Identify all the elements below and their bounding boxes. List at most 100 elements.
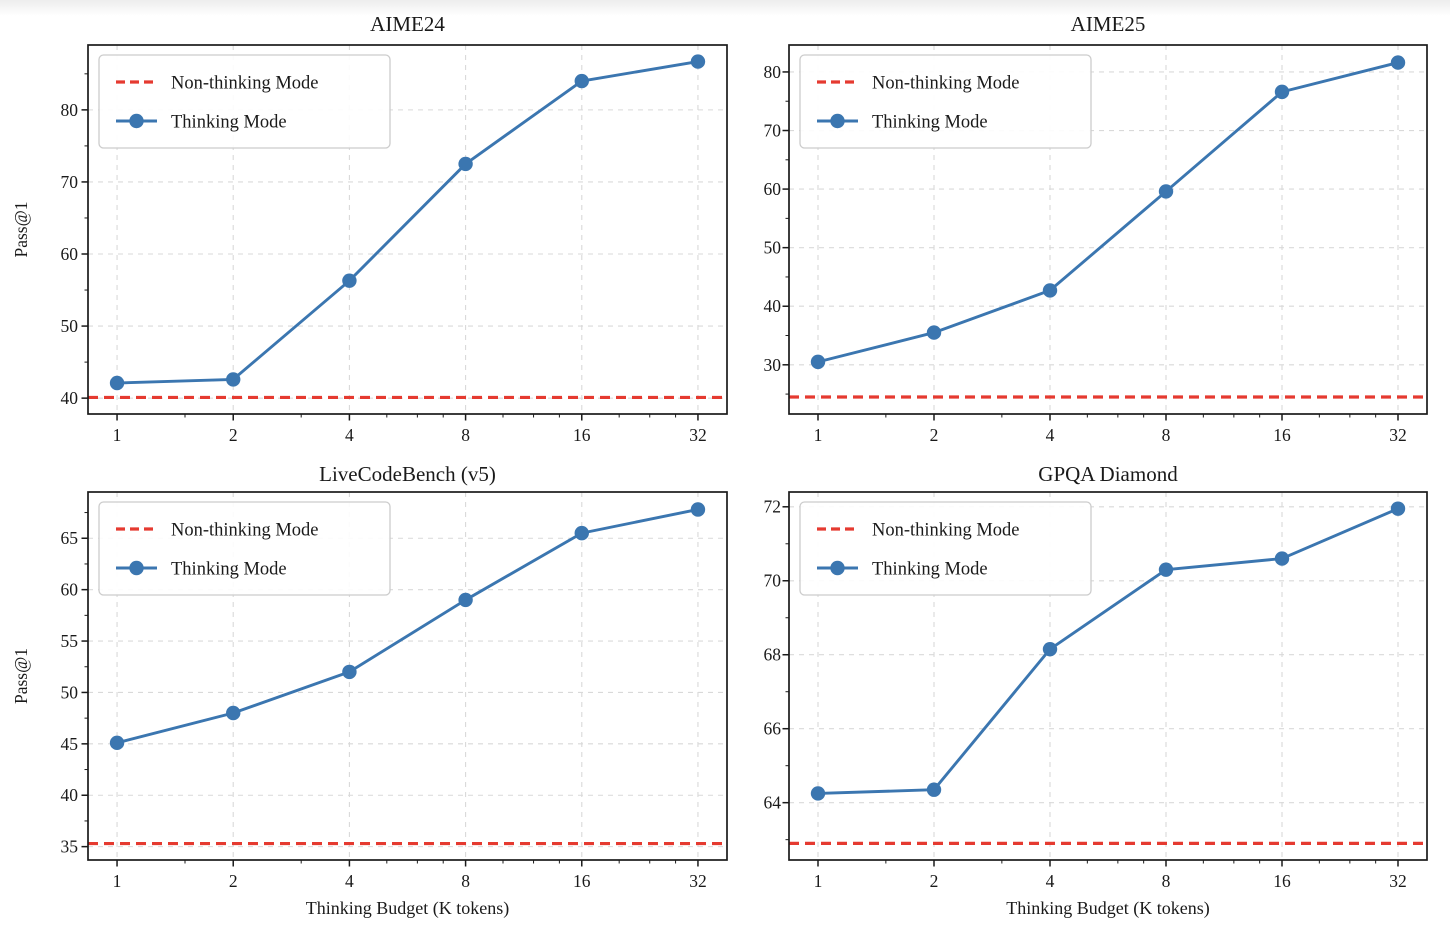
data-point-marker	[1390, 501, 1406, 516]
data-point-marker	[342, 664, 357, 680]
data-point-marker	[926, 325, 942, 340]
thinking-line	[817, 507, 1399, 795]
x-axis-tick-label: 8	[461, 425, 470, 445]
y-axis-tick-label: 55	[61, 631, 79, 651]
x-axis-tick-label: 1	[113, 871, 122, 891]
y-axis-tick-label: 60	[61, 244, 79, 264]
legend-marker-icon	[129, 560, 144, 576]
legend-box	[799, 501, 1092, 596]
y-axis-tick-label: 70	[61, 172, 79, 192]
y-axis-tick-label: 65	[61, 528, 79, 548]
legend-box	[98, 501, 391, 596]
x-axis-tick-label: 4	[1046, 425, 1055, 445]
data-point-marker	[1042, 283, 1058, 298]
x-axis-tick-label: 4	[345, 871, 354, 891]
x-axis-tick-label: 2	[930, 871, 939, 891]
y-axis-tick-label: 50	[764, 238, 782, 258]
x-axis-tick-label: 8	[1162, 871, 1171, 891]
data-point-marker	[1042, 641, 1058, 657]
y-axis-tick-label: 60	[764, 179, 782, 199]
data-point-marker	[342, 273, 357, 288]
data-point-marker	[574, 73, 589, 89]
data-point-marker	[226, 372, 241, 387]
chart-aime24: 1 2 4 8 16 32 40 50 60 70 80 AIME24 Pass@1 Non-thinki…	[11, 12, 728, 445]
data-point-marker	[690, 502, 706, 517]
legend-label-thinking: Thinking Mode	[171, 559, 287, 579]
data-point-marker	[810, 786, 826, 801]
x-axis-tick-label: 4	[345, 425, 354, 445]
legend-label-thinking: Thinking Mode	[872, 112, 988, 132]
legend-label-non-thinking: Non-thinking Mode	[872, 520, 1019, 540]
y-axis-tick-label: 72	[764, 497, 782, 517]
data-point-marker	[226, 705, 241, 721]
data-point-marker	[109, 735, 125, 751]
plot-border	[87, 491, 728, 861]
chart-title: LiveCodeBench (v5)	[319, 462, 496, 486]
x-axis-tick-label: 1	[814, 425, 823, 445]
y-axis-tick-label: 64	[764, 793, 782, 813]
x-axis-tick-label: 32	[689, 425, 707, 445]
data-point-marker	[690, 54, 706, 69]
x-axis-tick-label: 8	[461, 871, 470, 891]
data-point-marker	[1158, 184, 1174, 199]
chart-gpqa-diamond: 1 2 4 8 16 32 64 66 68 70 72 GPQA Diamond Thinking B…	[764, 462, 1428, 919]
x-axis-label: Thinking Budget (K tokens)	[1006, 898, 1209, 919]
legend-marker-icon	[830, 113, 845, 129]
data-point-marker	[1274, 551, 1290, 566]
x-axis-tick-label: 16	[573, 425, 591, 445]
legend-label-non-thinking: Non-thinking Mode	[171, 520, 318, 540]
data-point-marker	[1274, 84, 1290, 100]
plot-border	[788, 491, 1428, 861]
x-axis-tick-label: 2	[229, 871, 238, 891]
thinking-line	[817, 61, 1399, 364]
y-axis-tick-label: 80	[764, 62, 782, 82]
x-axis-tick-label: 2	[229, 425, 238, 445]
chart-livecodebench-v5: 1 2 4 8 16 32 35 40 45 50 55 60 65 LiveCodeBench (v5)…	[11, 462, 728, 919]
x-axis-tick-label: 32	[689, 871, 707, 891]
y-axis-tick-label: 30	[764, 355, 782, 375]
data-point-marker	[458, 156, 473, 172]
y-axis-label: Pass@1	[11, 648, 31, 704]
y-axis-tick-label: 66	[764, 719, 782, 739]
data-point-marker	[109, 375, 125, 391]
plot-border	[87, 44, 728, 415]
thinking-line	[117, 60, 699, 385]
legend-marker-icon	[129, 113, 144, 129]
chart-title: AIME24	[370, 12, 445, 36]
chart-title: AIME25	[1071, 12, 1146, 36]
y-axis-tick-label: 80	[61, 100, 79, 120]
legend-label-thinking: Thinking Mode	[872, 559, 988, 579]
data-point-marker	[810, 354, 826, 370]
x-axis-tick-label: 1	[113, 425, 122, 445]
x-axis-tick-label: 32	[1389, 871, 1407, 891]
data-point-marker	[1158, 562, 1174, 577]
y-axis-tick-label: 50	[61, 682, 79, 702]
x-axis-tick-label: 32	[1389, 425, 1407, 445]
legend-label-thinking: Thinking Mode	[171, 112, 287, 132]
x-axis-tick-label: 2	[930, 425, 939, 445]
legend-box	[799, 54, 1092, 149]
data-point-marker	[926, 782, 942, 797]
y-axis-tick-label: 35	[61, 837, 79, 857]
y-axis-tick-label: 68	[764, 645, 782, 665]
y-axis-tick-label: 50	[61, 316, 79, 336]
legend-marker-icon	[830, 560, 845, 576]
x-axis-tick-label: 4	[1046, 871, 1055, 891]
legend-box	[98, 54, 391, 149]
y-axis-tick-label: 60	[61, 580, 79, 600]
data-point-marker	[574, 525, 589, 541]
x-axis-label: Thinking Budget (K tokens)	[306, 898, 509, 919]
y-axis-tick-label: 40	[61, 785, 79, 805]
chart-aime25: 1 2 4 8 16 32 30 40 50 60 70 80 AIME25 Non-thinking M…	[764, 12, 1428, 445]
y-axis-tick-label: 45	[61, 734, 79, 754]
x-axis-tick-label: 1	[814, 871, 823, 891]
data-point-marker	[458, 592, 473, 608]
y-axis-tick-label: 70	[764, 571, 782, 591]
x-axis-tick-label: 16	[1273, 871, 1291, 891]
y-axis-tick-label: 40	[764, 296, 782, 316]
chart-title: GPQA Diamond	[1038, 462, 1178, 486]
data-point-marker	[1390, 55, 1406, 70]
y-axis-tick-label: 40	[61, 388, 79, 408]
plot-border	[788, 44, 1428, 415]
